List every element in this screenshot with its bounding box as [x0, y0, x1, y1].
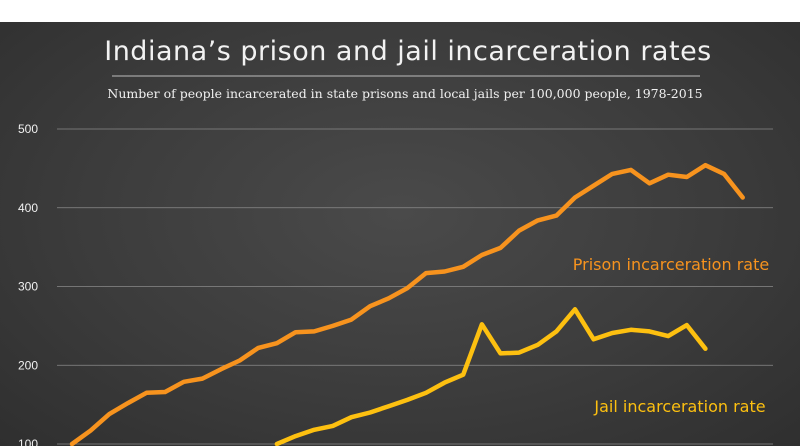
y-tick-label: 500 — [18, 122, 38, 136]
series-labels: Prison incarceration rate Jail incarcerat… — [573, 255, 769, 416]
y-tick-label: 400 — [18, 201, 38, 215]
prison-series-label: Prison incarceration rate — [573, 255, 769, 274]
grid-layer — [57, 128, 773, 445]
y-axis-ticks: 500 400 300 200 100 — [18, 122, 38, 446]
chart-panel: Indiana’s prison and jail incarceration … — [0, 22, 800, 446]
chart-title: Indiana’s prison and jail incarceration … — [104, 36, 712, 67]
prison-rate-line — [69, 162, 745, 446]
y-tick-label: 100 — [18, 437, 38, 446]
jail-rate-line — [274, 307, 708, 446]
chart-subtitle: Number of people incarcerated in state p… — [107, 86, 702, 101]
line-chart: Indiana’s prison and jail incarceration … — [18, 36, 773, 446]
y-tick-label: 200 — [18, 358, 38, 372]
jail-series-label: Jail incarceration rate — [593, 397, 765, 416]
y-tick-label: 300 — [18, 280, 38, 294]
series-layer — [69, 162, 745, 446]
